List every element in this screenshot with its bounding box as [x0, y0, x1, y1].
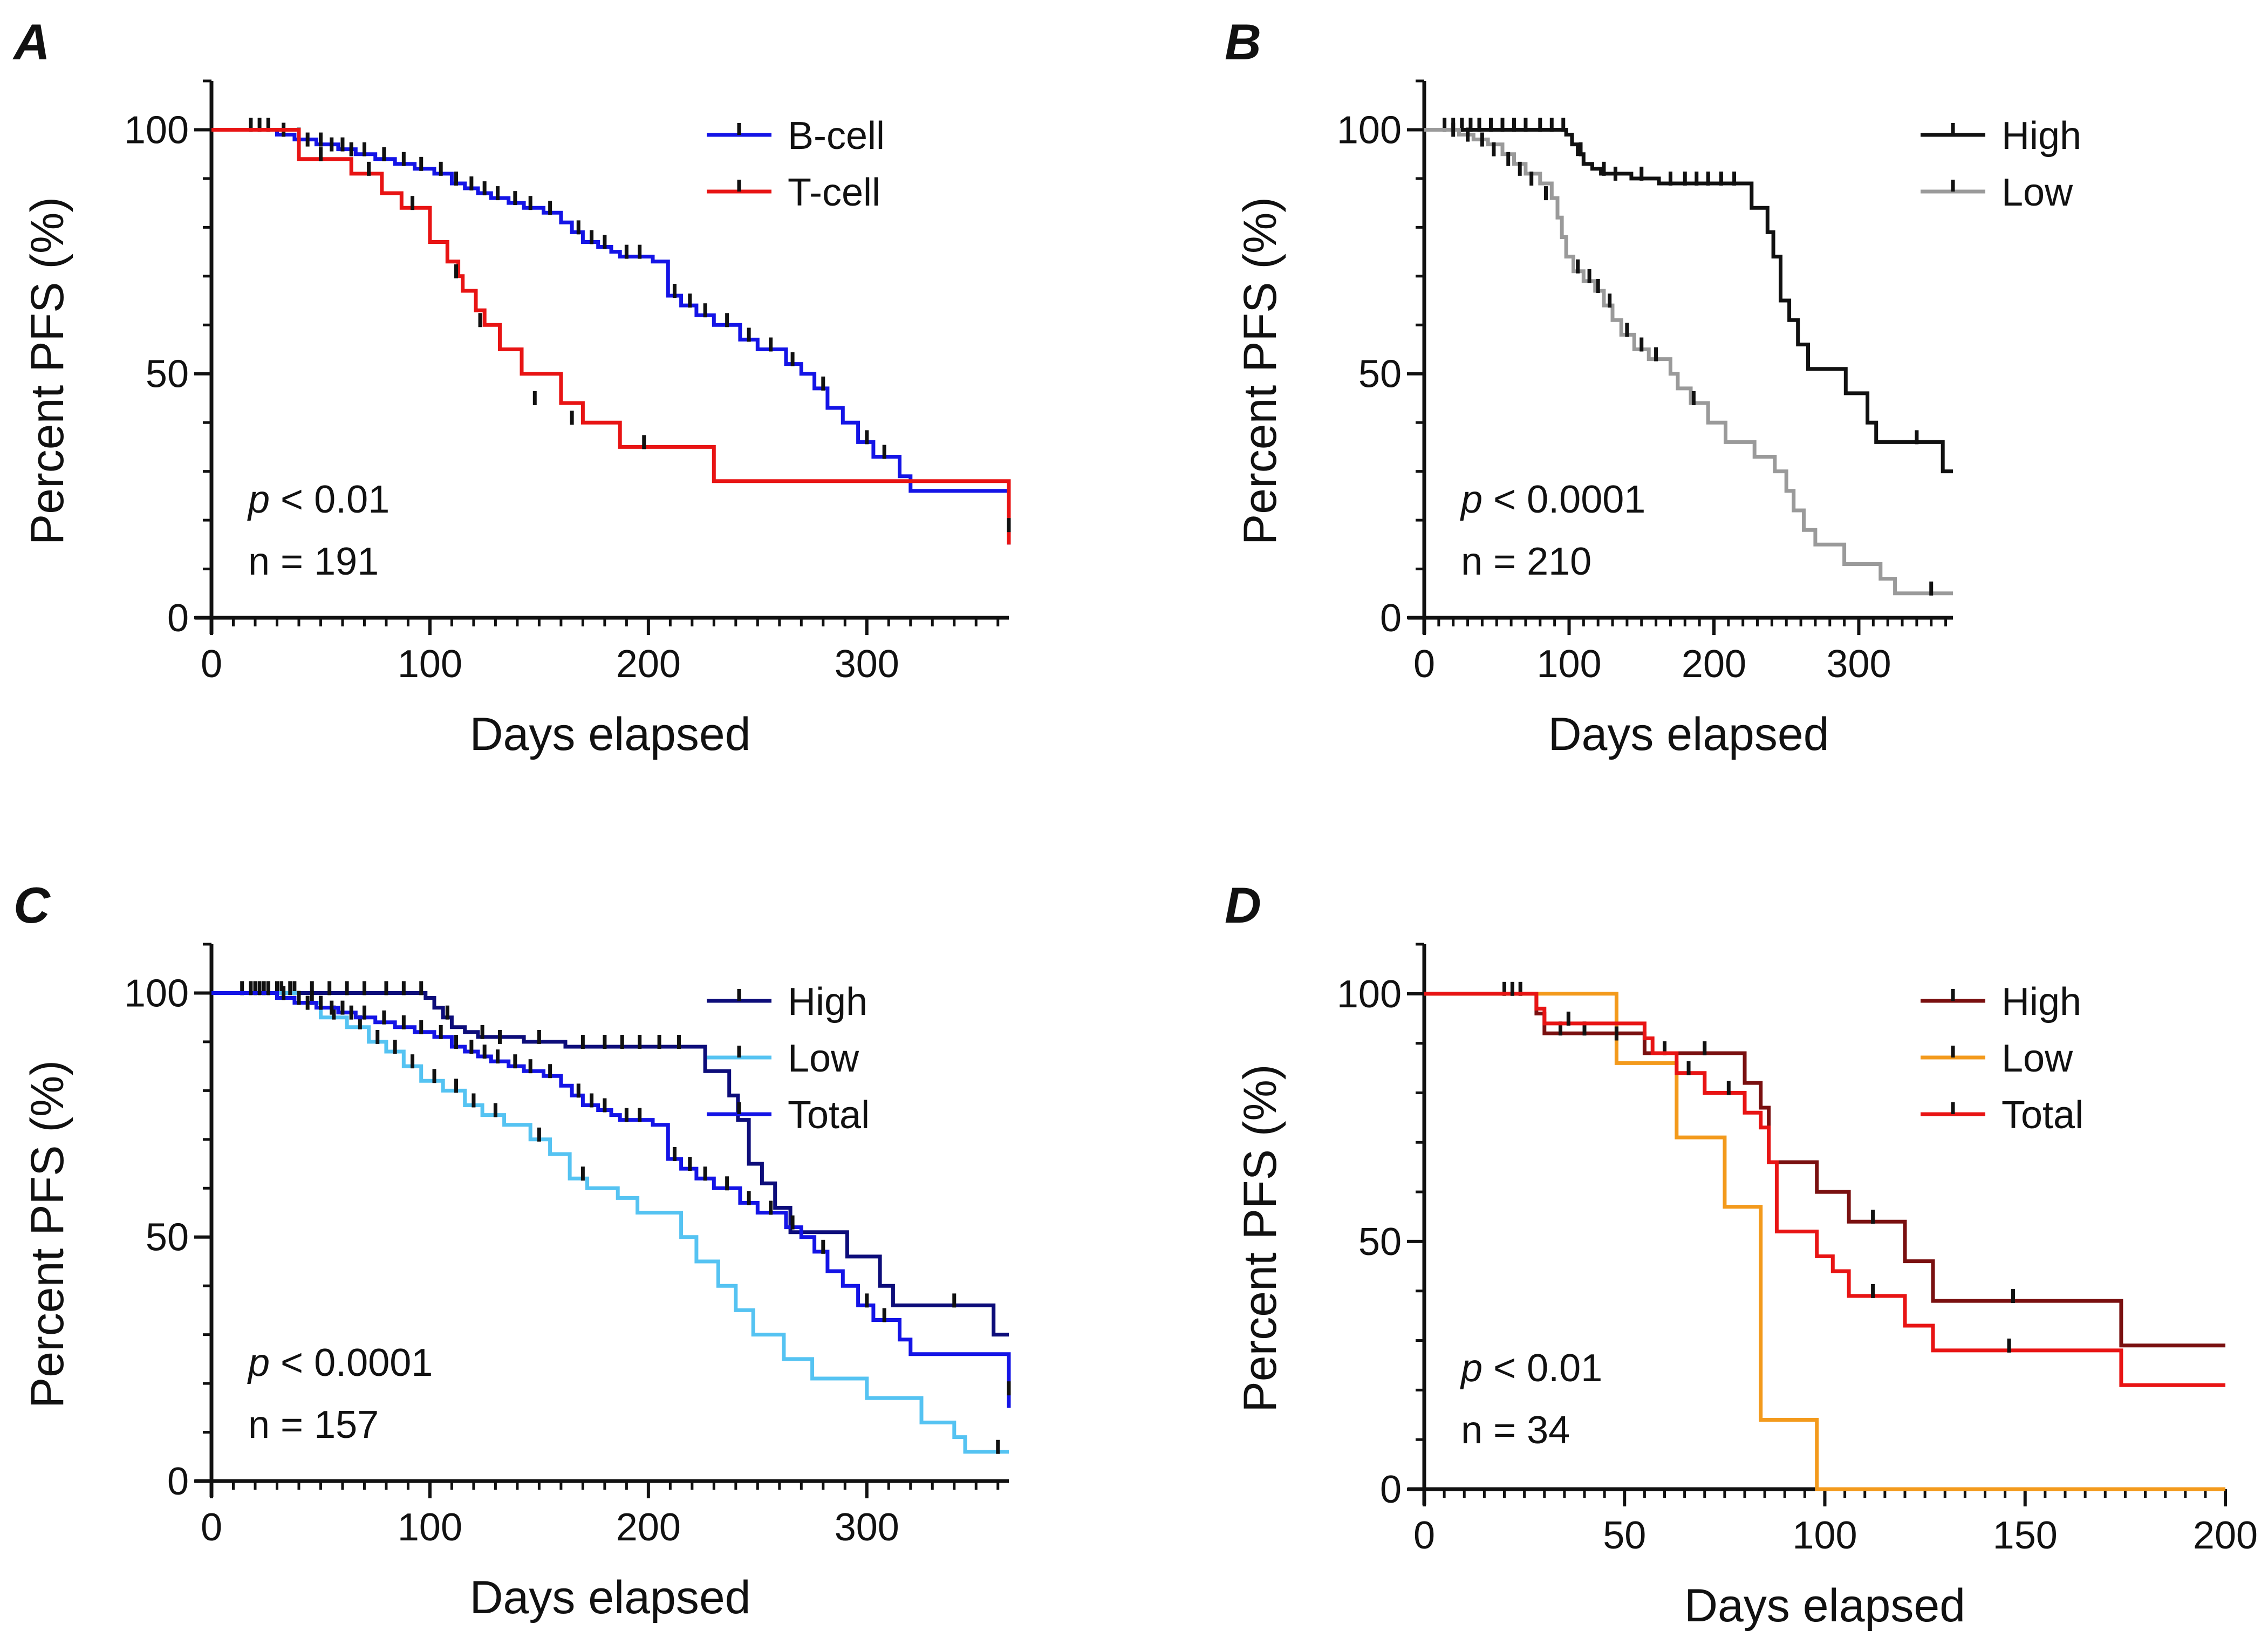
legend-label-low: Low — [2001, 171, 2073, 214]
x-axis-title: Days elapsed — [469, 708, 750, 760]
series-line-t-cell — [211, 128, 1011, 545]
p-value-text: p < 0.01 — [1460, 1347, 1602, 1390]
x-axis-title: Days elapsed — [1684, 1580, 1965, 1632]
panel-d: D 0 50 100 0 50 100 150 200 Days elapsed Percent P… — [1225, 877, 2258, 1632]
y-tick-label: 0 — [1380, 597, 1402, 640]
y-tick-label: 100 — [1337, 973, 1402, 1016]
legend-label-total: Total — [2001, 1094, 2083, 1137]
x-tick-label: 100 — [398, 643, 462, 686]
legend-label-low: Low — [788, 1037, 859, 1080]
series-line-high — [1424, 992, 2225, 1348]
n-count-text: n = 191 — [248, 540, 379, 583]
series-line-high — [1424, 128, 1953, 474]
x-tick-label: 300 — [835, 643, 899, 686]
n-count-text: n = 34 — [1461, 1409, 1570, 1452]
series-line-total — [211, 991, 1011, 1408]
y-axis-title: Percent PFS (%) — [22, 1060, 73, 1408]
y-tick-label: 50 — [1358, 353, 1402, 396]
series-line-low — [1424, 128, 1953, 596]
p-value-text: p < 0.0001 — [247, 1341, 433, 1384]
p-symbol: p — [247, 478, 270, 521]
x-tick-label: 300 — [1826, 643, 1891, 686]
y-axis-title: Percent PFS (%) — [1234, 1064, 1286, 1412]
panel-letter: D — [1225, 877, 1261, 933]
legend-label-low: Low — [2001, 1037, 2073, 1080]
x-tick-label: 0 — [201, 1506, 222, 1549]
panel-a: A 0 50 100 0 100 200 300 Days elapsed Percent PFS… — [12, 13, 1011, 760]
p-value-text: p < 0.01 — [247, 478, 390, 521]
x-tick-label: 100 — [1536, 643, 1601, 686]
x-tick-label: 300 — [835, 1506, 899, 1549]
y-tick-label: 50 — [146, 1216, 189, 1259]
y-tick-label: 0 — [1380, 1468, 1402, 1511]
x-axis-title: Days elapsed — [469, 1572, 750, 1623]
x-tick-label: 0 — [1413, 643, 1435, 686]
series-line-low — [1424, 992, 2225, 1491]
legend-label-t-cell: T-cell — [788, 171, 880, 214]
p-value-text: p < 0.0001 — [1460, 478, 1645, 521]
x-tick-label: 50 — [1603, 1514, 1646, 1557]
series-line-low — [211, 991, 1009, 1454]
x-tick-label: 200 — [2193, 1514, 2258, 1557]
y-tick-label: 50 — [146, 353, 189, 396]
panel-letter: A — [12, 13, 50, 70]
y-tick-label: 100 — [1337, 108, 1402, 152]
n-count-text: n = 157 — [248, 1403, 379, 1447]
legend-label-high: High — [2001, 114, 2081, 158]
p-symbol: p — [1460, 478, 1483, 521]
p-symbol: p — [247, 1341, 270, 1384]
x-axis-title: Days elapsed — [1548, 708, 1829, 760]
p-value: < 0.01 — [270, 478, 390, 521]
panel-letter: C — [13, 877, 51, 933]
x-tick-label: 0 — [201, 643, 222, 686]
x-tick-label: 0 — [1413, 1514, 1435, 1557]
series-line-total — [1424, 992, 2225, 1387]
x-tick-label: 200 — [616, 1506, 681, 1549]
x-tick-label: 100 — [1792, 1514, 1857, 1557]
p-value: < 0.0001 — [1483, 478, 1645, 521]
p-value: < 0.01 — [1483, 1347, 1602, 1390]
n-count-text: n = 210 — [1461, 540, 1591, 583]
panel-b: B 0 50 100 0 100 200 300 Days elapsed Percent PFS… — [1225, 13, 2081, 760]
legend-label-high: High — [788, 980, 867, 1024]
x-tick-label: 200 — [616, 643, 681, 686]
series-line-high — [211, 991, 1009, 1337]
p-symbol: p — [1460, 1347, 1483, 1390]
panel-c: C 0 50 100 0 100 200 300 Days elapsed Percent PFS… — [13, 877, 1011, 1623]
y-tick-label: 100 — [124, 108, 189, 152]
y-tick-label: 50 — [1358, 1220, 1402, 1264]
x-tick-label: 150 — [1993, 1514, 2058, 1557]
y-tick-label: 0 — [167, 597, 189, 640]
panel-letter: B — [1225, 13, 1261, 70]
y-tick-label: 0 — [167, 1460, 189, 1503]
series-line-b-cell — [211, 128, 1011, 545]
legend-label-total: Total — [788, 1094, 870, 1137]
legend-label-high: High — [2001, 980, 2081, 1024]
y-tick-label: 100 — [124, 972, 189, 1015]
x-tick-label: 100 — [398, 1506, 462, 1549]
legend-label-b-cell: B-cell — [788, 114, 885, 158]
x-tick-label: 200 — [1682, 643, 1746, 686]
y-axis-title: Percent PFS (%) — [22, 197, 73, 545]
p-value: < 0.0001 — [270, 1341, 433, 1384]
y-axis-title: Percent PFS (%) — [1234, 197, 1286, 545]
